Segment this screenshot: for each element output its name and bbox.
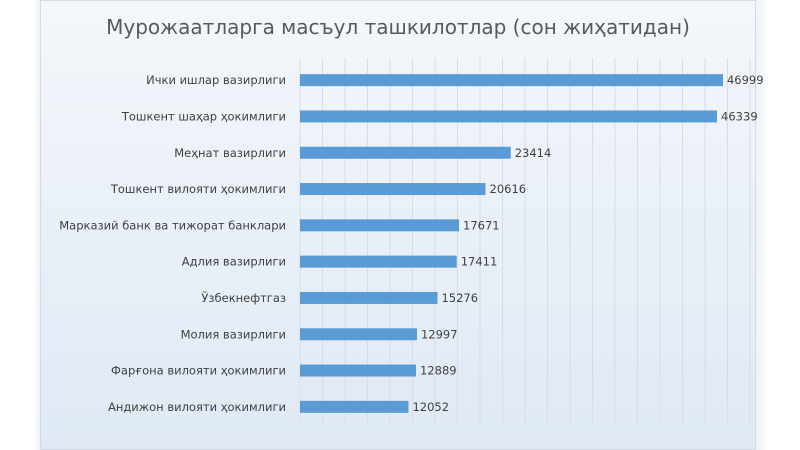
bar	[300, 183, 486, 196]
value-label: 17411	[461, 255, 498, 269]
value-label: 23414	[515, 146, 552, 160]
category-labels: Ички ишлар вазирлиги Тошкент шаҳар ҳокимл…	[59, 73, 286, 414]
bar	[300, 110, 718, 123]
value-labels: 46999 46339 23414 20616 17671 17411 15276 12997…	[412, 73, 763, 414]
value-label: 12889	[420, 364, 457, 378]
value-label: 15276	[441, 291, 478, 305]
category-label: Молия вазирлиги	[181, 327, 286, 341]
value-label: 12997	[421, 327, 458, 341]
bar	[300, 400, 409, 413]
bar	[300, 364, 417, 377]
bar	[300, 328, 417, 341]
category-label: Ўзбекнефтгаз	[201, 290, 286, 305]
category-label: Меҳнат вазирлиги	[174, 146, 286, 160]
bar	[300, 219, 460, 232]
category-label: Фарғона вилояти ҳокимлиги	[111, 364, 286, 378]
right-margin	[756, 0, 800, 450]
value-label: 12052	[412, 400, 449, 414]
bar	[300, 255, 457, 268]
category-label: Ички ишлар вазирлиги	[146, 73, 286, 87]
value-label: 17671	[463, 218, 500, 232]
value-label: 46999	[727, 73, 764, 87]
bar	[300, 146, 511, 159]
value-label: 46339	[721, 109, 758, 123]
category-label: Андижон вилояти ҳокимлиги	[108, 400, 286, 414]
category-label: Адлия вазирлиги	[182, 255, 286, 269]
bar	[300, 74, 723, 87]
chart-title: Мурожаатларга масъул ташкилотлар (сон жи…	[106, 15, 690, 39]
value-label: 20616	[490, 182, 527, 196]
bar	[300, 291, 438, 304]
category-label: Марказий банк ва тижорат банклари	[59, 218, 286, 232]
bars	[300, 74, 723, 413]
left-margin	[0, 0, 40, 450]
category-label: Тошкент вилояти ҳокимлиги	[110, 182, 286, 196]
category-label: Тошкент шаҳар ҳокимлиги	[121, 109, 286, 123]
